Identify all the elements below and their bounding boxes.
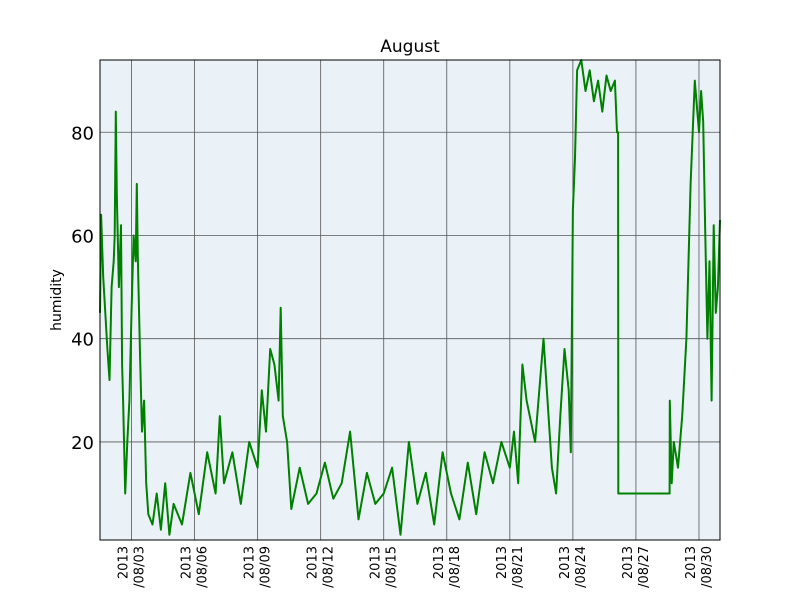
x-tick-label-date: /08/21 (511, 546, 526, 588)
x-tick-label-date: /08/27 (637, 546, 652, 588)
x-tick-label-date: /08/15 (385, 546, 400, 588)
x-tick-label-date: /08/03 (133, 546, 148, 588)
x-tick-label-year: 2013 (495, 546, 510, 579)
y-axis-label: humidity (49, 269, 65, 331)
x-tick-label: 2013/08/03 (117, 546, 148, 588)
plot-frame (99, 59, 721, 541)
x-tick-label-date: /08/18 (448, 546, 463, 588)
x-tick-label-date: /08/30 (700, 546, 715, 588)
series-layer (99, 59, 721, 536)
x-tick-layer: 2013/08/03 2013/08/06 2013/08/09 2013/08/12… (117, 546, 715, 588)
x-tick-label: 2013/08/06 (180, 546, 211, 588)
x-tick-label-date: /08/12 (322, 546, 337, 588)
plot-background (100, 60, 720, 540)
y-tick-label: 60 (71, 226, 94, 247)
x-tick-label: 2013/08/24 (558, 546, 589, 588)
chart-title: August (380, 37, 440, 57)
y-tick-label: 20 (71, 433, 94, 454)
y-tick-label: 80 (71, 123, 94, 144)
x-tick-label-year: 2013 (117, 546, 132, 579)
x-tick-label-year: 2013 (369, 546, 384, 579)
y-tick-layer: 20 40 60 80 (71, 123, 94, 454)
x-tick-label: 2013/08/27 (621, 546, 652, 588)
x-tick-label: 2013/08/12 (306, 546, 337, 588)
x-tick-label-year: 2013 (306, 546, 321, 579)
x-tick-label: 2013/08/30 (684, 546, 715, 588)
x-tick-label: 2013/08/09 (243, 546, 274, 588)
x-tick-label-year: 2013 (558, 546, 573, 579)
x-tick-label-date: /08/24 (574, 546, 589, 588)
x-tick-label: 2013/08/18 (432, 546, 463, 588)
x-tick-label-year: 2013 (432, 546, 447, 579)
y-tick-label: 40 (71, 330, 94, 351)
x-tick-label-date: /08/06 (196, 546, 211, 588)
humidity-series-line (99, 59, 721, 536)
x-tick-label-year: 2013 (243, 546, 258, 579)
x-tick-label-year: 2013 (180, 546, 195, 579)
x-tick-label: 2013/08/21 (495, 546, 526, 588)
x-tick-label-date: /08/09 (259, 546, 274, 588)
x-tick-label-year: 2013 (621, 546, 636, 579)
x-tick-label-year: 2013 (684, 546, 699, 579)
x-tick-label: 2013/08/15 (369, 546, 400, 588)
